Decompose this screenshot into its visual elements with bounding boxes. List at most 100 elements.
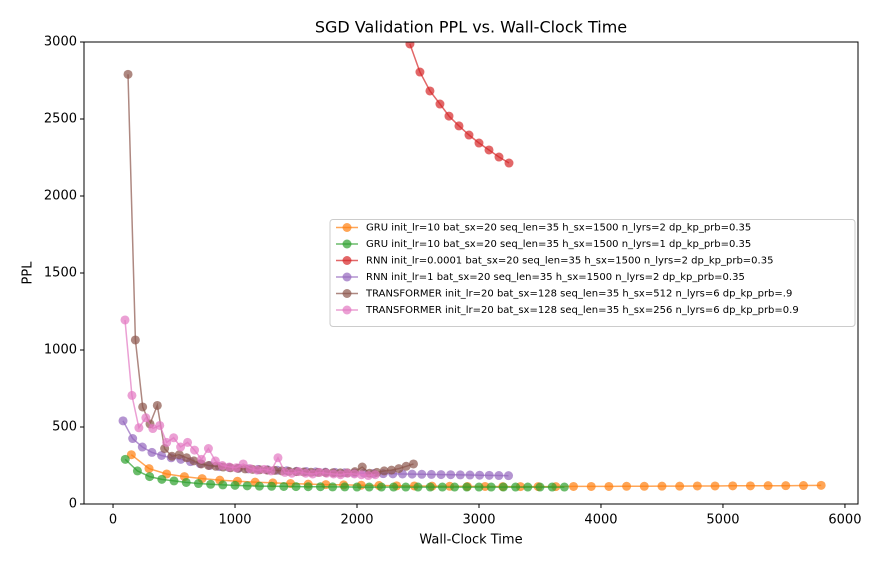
data-point <box>474 138 484 148</box>
data-point <box>569 481 579 491</box>
data-point <box>141 413 151 423</box>
data-point <box>203 444 213 454</box>
data-point <box>190 445 200 455</box>
data-point <box>242 481 252 491</box>
chart-title: SGD Validation PPL vs. Wall-Clock Time <box>315 18 627 37</box>
data-point <box>152 400 162 410</box>
data-point <box>126 450 136 460</box>
data-point <box>465 470 475 480</box>
data-point <box>238 459 248 469</box>
data-point <box>436 470 446 480</box>
data-point <box>781 481 791 491</box>
data-point <box>511 482 521 492</box>
data-point <box>435 99 445 109</box>
data-point <box>444 111 454 121</box>
data-point <box>145 472 155 482</box>
legend-marker <box>342 289 352 298</box>
data-point <box>315 482 325 492</box>
data-point <box>504 471 514 481</box>
data-point <box>130 335 140 345</box>
data-point <box>413 482 423 492</box>
data-point <box>401 482 411 492</box>
data-point <box>328 482 338 492</box>
data-point <box>315 467 325 477</box>
data-point <box>210 456 220 466</box>
data-point <box>352 482 362 492</box>
y-tick-label: 500 <box>52 420 77 435</box>
data-point <box>405 42 415 49</box>
data-point <box>710 481 720 491</box>
data-point <box>417 469 427 479</box>
data-point <box>370 470 380 480</box>
legend-label: GRU init_lr=10 bat_sx=20 seq_len=35 h_sx… <box>366 239 751 250</box>
data-point <box>189 456 199 466</box>
data-point <box>415 67 425 77</box>
data-point <box>798 481 808 491</box>
data-point <box>498 482 508 492</box>
data-point <box>462 482 472 492</box>
data-point <box>604 481 614 491</box>
data-point <box>504 158 514 168</box>
data-point <box>259 464 269 474</box>
data-point <box>147 447 157 457</box>
data-point <box>303 482 313 492</box>
data-point <box>273 453 283 463</box>
data-point <box>474 482 484 492</box>
y-tick-label: 2500 <box>44 112 77 127</box>
data-point <box>206 479 216 489</box>
data-point <box>279 481 289 491</box>
x-tick-label: 3000 <box>462 513 495 528</box>
data-point <box>356 470 366 480</box>
data-point <box>132 466 142 476</box>
data-point <box>342 468 352 478</box>
data-point <box>494 152 504 162</box>
data-point <box>376 482 386 492</box>
data-point <box>204 461 214 470</box>
data-point <box>196 454 206 464</box>
data-point <box>535 482 545 492</box>
data-point <box>217 461 227 470</box>
data-point <box>176 442 186 452</box>
data-point <box>123 69 133 79</box>
data-point <box>657 481 667 491</box>
data-point <box>389 482 399 492</box>
y-tick-label: 3000 <box>44 35 77 50</box>
data-point <box>484 470 494 480</box>
data-point <box>437 482 447 492</box>
data-point <box>266 466 276 476</box>
data-point <box>157 474 167 484</box>
data-point <box>464 130 474 140</box>
legend-label: TRANSFORMER init_lr=20 bat_sx=128 seq_le… <box>365 289 792 300</box>
data-point <box>120 315 130 325</box>
legend-label: RNN init_lr=0.0001 bat_sx=20 seq_len=35 … <box>366 256 773 267</box>
data-point <box>254 481 264 491</box>
data-point <box>408 459 418 469</box>
data-point <box>547 482 557 492</box>
data-point <box>193 479 203 489</box>
data-point <box>692 481 702 491</box>
data-point <box>426 469 436 479</box>
legend-marker <box>342 305 352 315</box>
data-point <box>586 481 596 491</box>
data-point <box>336 470 346 480</box>
x-tick-label: 0 <box>109 513 117 528</box>
data-point <box>639 481 649 491</box>
legend-label: GRU init_lr=10 bat_sx=20 seq_len=35 h_sx… <box>366 223 751 234</box>
data-point <box>425 86 435 96</box>
legend-marker <box>342 223 352 232</box>
data-point <box>162 437 172 447</box>
data-point <box>486 482 496 492</box>
data-point <box>364 482 374 492</box>
legend-label: RNN init_lr=1 bat_sx=20 seq_len=35 h_sx=… <box>366 272 745 283</box>
data-point <box>455 470 465 480</box>
data-point <box>745 481 755 491</box>
data-point <box>157 450 167 460</box>
data-point <box>450 482 460 492</box>
data-point <box>425 482 435 492</box>
y-tick-label: 0 <box>69 497 77 512</box>
data-point <box>183 437 193 447</box>
data-point <box>181 477 191 487</box>
data-point <box>155 420 165 430</box>
data-point <box>329 469 339 479</box>
data-point <box>523 482 533 492</box>
